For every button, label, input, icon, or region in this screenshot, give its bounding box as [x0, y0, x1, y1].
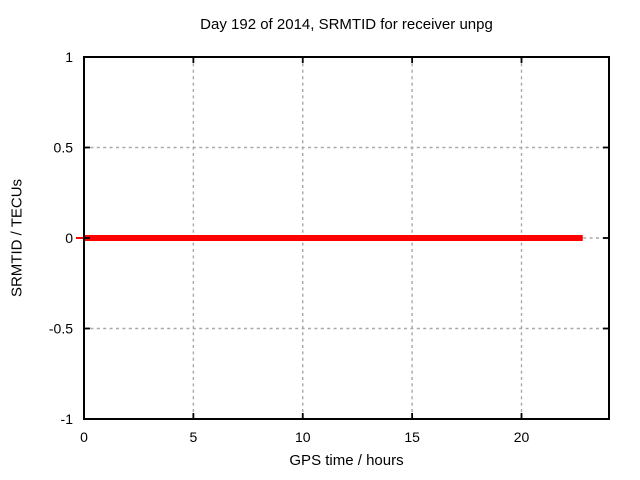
x-tick-label: 0 — [80, 429, 88, 445]
x-tick-label: 5 — [189, 429, 197, 445]
x-tick-label: 20 — [514, 429, 530, 445]
chart-title: Day 192 of 2014, SRMTID for receiver unp… — [200, 16, 493, 33]
x-tick-label: 15 — [404, 429, 420, 445]
x-tick-label: 10 — [295, 429, 311, 445]
x-axis-label: GPS time / hours — [289, 452, 404, 469]
y-tick-label: -0.5 — [49, 321, 73, 337]
y-tick-label: -1 — [61, 411, 74, 427]
y-tick-label: 0 — [65, 230, 73, 246]
y-tick-label: 1 — [65, 49, 73, 65]
y-tick-label: 0.5 — [54, 140, 74, 156]
